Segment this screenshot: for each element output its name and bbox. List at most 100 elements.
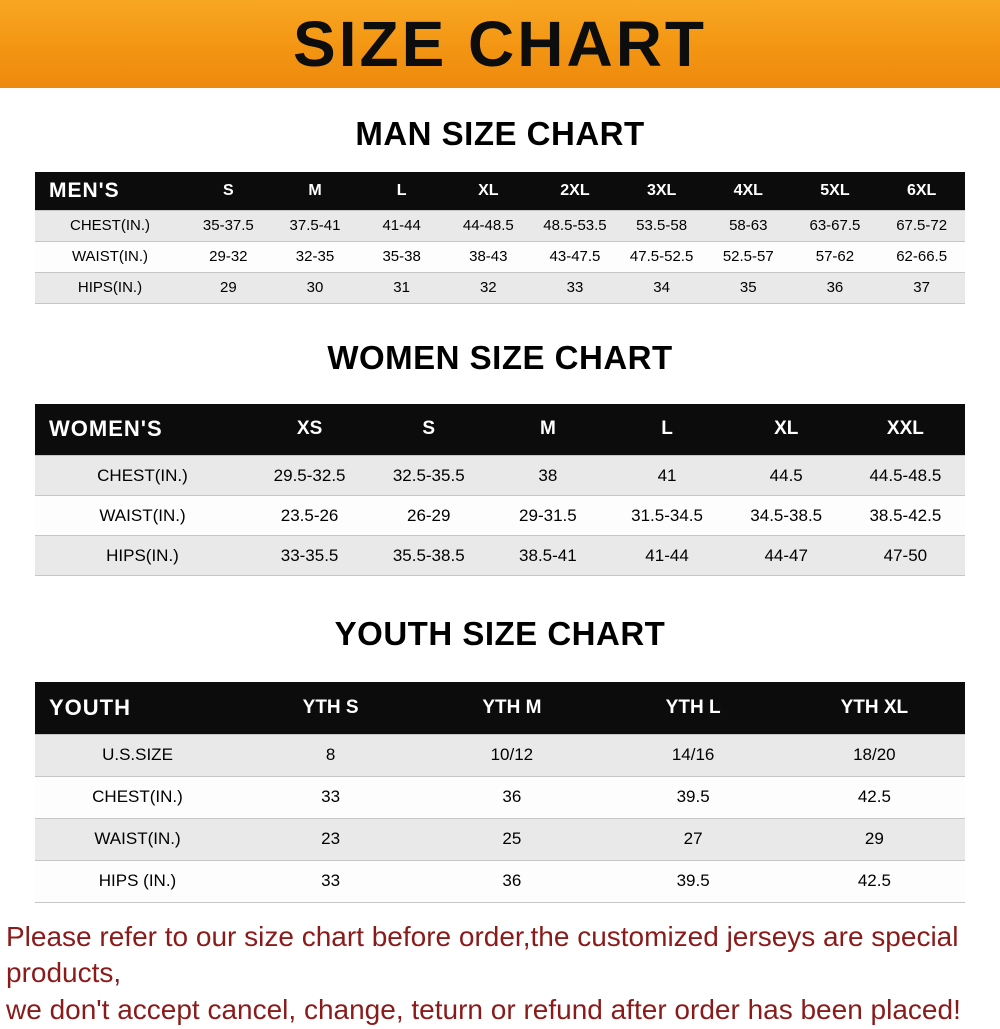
size-cell: 36 [421, 776, 602, 818]
size-cell: 30 [272, 272, 359, 303]
size-cell: 63-67.5 [792, 210, 879, 241]
size-cell: 39.5 [603, 860, 784, 902]
column-header: M [272, 172, 359, 210]
row-label: HIPS (IN.) [35, 860, 240, 902]
size-cell: 33 [240, 860, 421, 902]
size-cell: 47.5-52.5 [618, 241, 705, 272]
size-cell: 44-48.5 [445, 210, 532, 241]
column-header: 2XL [532, 172, 619, 210]
section-title-women: WOMEN SIZE CHART [0, 338, 1000, 378]
column-header: 4XL [705, 172, 792, 210]
size-cell: 35.5-38.5 [369, 536, 488, 576]
table-row: WAIST(IN.) 23.5-26 26-29 29-31.5 31.5-34… [35, 496, 965, 536]
section-title-youth: YOUTH SIZE CHART [0, 614, 1000, 654]
column-header: M [488, 404, 607, 456]
size-cell: 36 [421, 860, 602, 902]
size-cell: 29 [784, 818, 965, 860]
size-cell: 31.5-34.5 [607, 496, 726, 536]
size-cell: 23.5-26 [250, 496, 369, 536]
size-cell: 41-44 [358, 210, 445, 241]
youth-size-table: YOUTH YTH S YTH M YTH L YTH XL U.S.SIZE … [35, 682, 965, 903]
size-cell: 33 [532, 272, 619, 303]
size-cell: 33 [240, 776, 421, 818]
table-corner-label: MEN'S [35, 172, 185, 210]
table-row: CHEST(IN.) 35-37.5 37.5-41 41-44 44-48.5… [35, 210, 965, 241]
size-cell: 52.5-57 [705, 241, 792, 272]
banner-title: SIZE CHART [293, 7, 707, 81]
size-cell: 25 [421, 818, 602, 860]
table-header-row: WOMEN'S XS S M L XL XXL [35, 404, 965, 456]
table-row: HIPS(IN.) 33-35.5 35.5-38.5 38.5-41 41-4… [35, 536, 965, 576]
size-cell: 38-43 [445, 241, 532, 272]
size-cell: 18/20 [784, 734, 965, 776]
size-cell: 53.5-58 [618, 210, 705, 241]
size-cell: 35-38 [358, 241, 445, 272]
size-cell: 29-31.5 [488, 496, 607, 536]
section-title-man: MAN SIZE CHART [0, 114, 1000, 154]
women-size-table: WOMEN'S XS S M L XL XXL CHEST(IN.) 29.5-… [35, 404, 965, 577]
size-cell: 38 [488, 456, 607, 496]
table-row: CHEST(IN.) 29.5-32.5 32.5-35.5 38 41 44.… [35, 456, 965, 496]
size-cell: 38.5-42.5 [846, 496, 965, 536]
size-cell: 41-44 [607, 536, 726, 576]
size-cell: 31 [358, 272, 445, 303]
row-label: HIPS(IN.) [35, 536, 250, 576]
size-cell: 43-47.5 [532, 241, 619, 272]
column-header: XL [727, 404, 846, 456]
size-cell: 36 [792, 272, 879, 303]
size-cell: 35-37.5 [185, 210, 272, 241]
size-cell: 41 [607, 456, 726, 496]
size-cell: 29-32 [185, 241, 272, 272]
size-cell: 32 [445, 272, 532, 303]
row-label: U.S.SIZE [35, 734, 240, 776]
size-cell: 26-29 [369, 496, 488, 536]
column-header: L [358, 172, 445, 210]
column-header: L [607, 404, 726, 456]
men-table-header: MEN'S S M L XL 2XL 3XL 4XL 5XL 6XL [35, 172, 965, 210]
column-header: 6XL [878, 172, 965, 210]
table-row: U.S.SIZE 8 10/12 14/16 18/20 [35, 734, 965, 776]
size-cell: 58-63 [705, 210, 792, 241]
column-header: XXL [846, 404, 965, 456]
size-cell: 44.5-48.5 [846, 456, 965, 496]
size-cell: 29.5-32.5 [250, 456, 369, 496]
men-size-table: MEN'S S M L XL 2XL 3XL 4XL 5XL 6XL CHEST… [35, 172, 965, 304]
size-cell: 8 [240, 734, 421, 776]
disclaimer: Please refer to our size chart before or… [6, 919, 994, 1029]
row-label: CHEST(IN.) [35, 456, 250, 496]
size-cell: 47-50 [846, 536, 965, 576]
size-cell: 29 [185, 272, 272, 303]
column-header: 5XL [792, 172, 879, 210]
size-cell: 10/12 [421, 734, 602, 776]
size-cell: 42.5 [784, 860, 965, 902]
table-header-row: YOUTH YTH S YTH M YTH L YTH XL [35, 682, 965, 734]
row-label: WAIST(IN.) [35, 241, 185, 272]
column-header: S [369, 404, 488, 456]
table-row: HIPS (IN.) 33 36 39.5 42.5 [35, 860, 965, 902]
table-header-row: MEN'S S M L XL 2XL 3XL 4XL 5XL 6XL [35, 172, 965, 210]
disclaimer-line-2: we don't accept cancel, change, teturn o… [6, 992, 994, 1029]
column-header: XL [445, 172, 532, 210]
size-cell: 35 [705, 272, 792, 303]
women-table-header: WOMEN'S XS S M L XL XXL [35, 404, 965, 456]
size-cell: 38.5-41 [488, 536, 607, 576]
column-header: YTH XL [784, 682, 965, 734]
size-cell: 57-62 [792, 241, 879, 272]
row-label: CHEST(IN.) [35, 210, 185, 241]
size-cell: 39.5 [603, 776, 784, 818]
size-cell: 27 [603, 818, 784, 860]
column-header: YTH L [603, 682, 784, 734]
table-corner-label: WOMEN'S [35, 404, 250, 456]
column-header: YTH S [240, 682, 421, 734]
size-cell: 34 [618, 272, 705, 303]
youth-table-header: YOUTH YTH S YTH M YTH L YTH XL [35, 682, 965, 734]
size-cell: 42.5 [784, 776, 965, 818]
size-cell: 32.5-35.5 [369, 456, 488, 496]
row-label: WAIST(IN.) [35, 818, 240, 860]
size-cell: 14/16 [603, 734, 784, 776]
size-cell: 37.5-41 [272, 210, 359, 241]
size-cell: 44-47 [727, 536, 846, 576]
disclaimer-line-1: Please refer to our size chart before or… [6, 919, 994, 993]
size-cell: 32-35 [272, 241, 359, 272]
size-cell: 67.5-72 [878, 210, 965, 241]
